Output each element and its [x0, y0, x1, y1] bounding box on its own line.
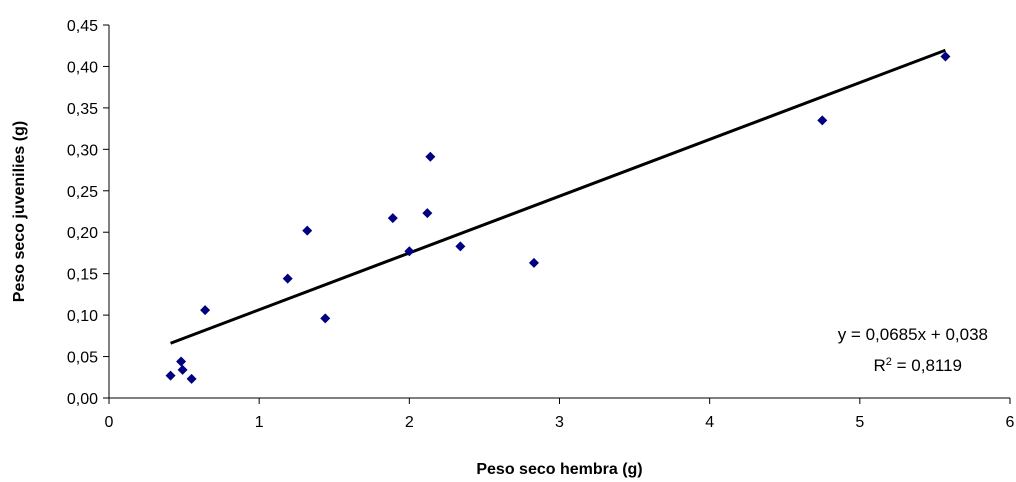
x-tick-label: 0 [105, 414, 114, 431]
x-tick-label: 2 [405, 414, 414, 431]
data-point [177, 364, 188, 375]
y-tick-label: 0,35 [67, 101, 98, 118]
data-point [422, 208, 433, 219]
data-point [165, 370, 176, 381]
y-tick-label: 0,10 [67, 308, 98, 325]
data-point [404, 246, 415, 257]
data-point [817, 115, 828, 126]
data-point [282, 273, 293, 284]
x-tick-label: 4 [705, 414, 714, 431]
y-axis-ticks: 0,00 0,05 0,10 0,15 0,20 0,25 0,30 0,35 0,40 0,45 [67, 18, 109, 408]
x-tick-label: 5 [855, 414, 864, 431]
y-tick-label: 0,05 [67, 350, 98, 367]
data-point [176, 356, 187, 367]
x-tick-label: 3 [555, 414, 564, 431]
trendline [170, 48, 946, 345]
x-tick-label: 1 [255, 414, 264, 431]
y-tick-label: 0,20 [67, 225, 98, 242]
data-point [528, 257, 539, 268]
r-squared-label: R2 = 0,8119 [873, 356, 962, 375]
r-squared-exponent: 2 [886, 356, 892, 368]
x-tick-label: 6 [1006, 414, 1015, 431]
data-point [425, 151, 436, 162]
data-point [455, 241, 466, 252]
trendline-equation: y = 0,0685x + 0,038 [838, 325, 988, 344]
y-axis-title: Peso seco juvenilies (g) [11, 121, 28, 302]
x-axis-ticks: 0 1 2 3 4 5 6 [105, 398, 1015, 431]
data-point [320, 313, 331, 324]
data-points [165, 51, 951, 384]
data-point [302, 225, 313, 236]
plot-area: 0 1 2 3 4 5 6 0,00 0,05 0,10 0,15 0,20 0,25 0,30 0,35… [67, 18, 1015, 431]
data-point [940, 51, 951, 62]
y-tick-label: 0,30 [67, 142, 98, 159]
data-point [186, 373, 197, 384]
data-point [200, 305, 211, 316]
y-tick-label: 0,00 [67, 391, 98, 408]
y-tick-label: 0,15 [67, 267, 98, 284]
r-squared-value: = 0,8119 [892, 356, 962, 375]
y-tick-label: 0,45 [67, 18, 98, 35]
r-squared-symbol: R [873, 356, 885, 375]
y-tick-label: 0,40 [67, 59, 98, 76]
x-axis-title: Peso seco hembra (g) [476, 461, 642, 478]
data-point [387, 213, 398, 224]
y-tick-label: 0,25 [67, 184, 98, 201]
